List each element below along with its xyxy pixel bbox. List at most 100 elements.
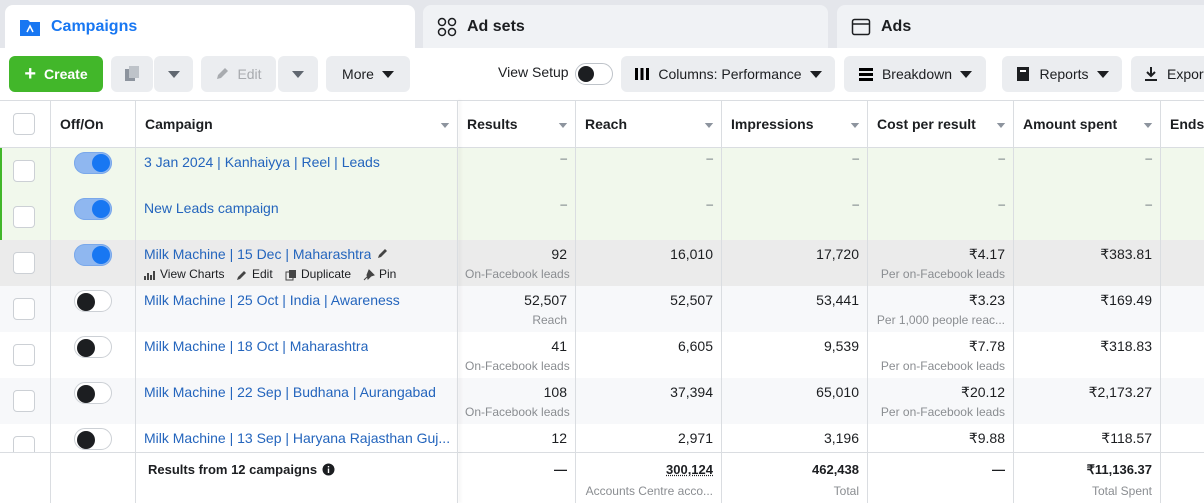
metric-value: – xyxy=(852,197,859,211)
column-header[interactable]: Amount spent xyxy=(1023,116,1118,132)
caret xyxy=(292,70,304,78)
campaign-name[interactable]: Milk Machine | 15 Dec | Maharashtra xyxy=(144,246,372,262)
reports-button[interactable]: Reports xyxy=(1002,56,1122,92)
caret xyxy=(960,70,973,78)
sort-caret xyxy=(996,123,1006,128)
column-header[interactable]: Off/On xyxy=(60,116,104,132)
button-label: More xyxy=(342,66,374,82)
column-header[interactable]: Impressions xyxy=(731,116,814,132)
row-action[interactable]: View Charts xyxy=(160,267,225,281)
duplicate-menu[interactable] xyxy=(154,56,193,92)
caret xyxy=(1096,70,1109,78)
total-sub: Accounts Centre acco... xyxy=(585,484,713,498)
row-checkbox[interactable] xyxy=(13,160,35,182)
column-divider xyxy=(575,100,576,503)
metric-value: 52,507 xyxy=(670,292,713,308)
row-checkbox[interactable] xyxy=(13,344,35,366)
metric-value: 92 xyxy=(551,246,567,262)
status-toggle[interactable] xyxy=(74,290,112,312)
metric-value: 12 xyxy=(551,430,567,446)
column-divider xyxy=(1160,100,1161,503)
metric-value: 108 xyxy=(543,384,567,400)
tab[interactable]: Ads xyxy=(837,5,1204,48)
campaign-name[interactable]: Milk Machine | 13 Sep | Haryana Rajastha… xyxy=(144,430,449,446)
sort-caret xyxy=(704,123,714,128)
table-row xyxy=(0,332,1204,378)
metric-value: 41 xyxy=(551,338,567,354)
action-icon xyxy=(236,268,248,284)
edit-menu[interactable] xyxy=(278,56,318,92)
button-label: Reports xyxy=(1039,66,1089,82)
status-toggle[interactable] xyxy=(74,382,112,404)
select-all-checkbox[interactable] xyxy=(13,113,35,135)
column-divider xyxy=(457,100,458,503)
more-button[interactable]: More xyxy=(326,56,410,92)
button-label: Columns: Performance xyxy=(658,66,802,82)
column-header[interactable]: Ends xyxy=(1170,116,1204,132)
columns-button[interactable]: Columns: Performance xyxy=(621,56,835,92)
row-checkbox[interactable] xyxy=(13,206,35,228)
status-toggle[interactable] xyxy=(74,336,112,358)
row-checkbox[interactable] xyxy=(13,298,35,320)
info-icon xyxy=(322,463,335,479)
view-setup-toggle[interactable] xyxy=(575,63,613,85)
toggle-knob xyxy=(77,431,95,449)
campaign-name[interactable]: Milk Machine | 25 Oct | India | Awarenes… xyxy=(144,292,400,308)
metric-value: ₹169.49 xyxy=(1100,292,1152,308)
campaign-table: Off/On Campaign Results Reach Impressions Cos… xyxy=(0,100,1204,503)
row-action[interactable]: Edit xyxy=(252,267,273,281)
toggle-knob xyxy=(77,339,95,357)
footer-label: Results from 12 campaigns xyxy=(148,462,318,477)
metric-sub: Per on-Facebook leads xyxy=(880,359,1005,373)
edit-button[interactable]: Edit xyxy=(201,56,276,92)
metric-value: ₹9.88 xyxy=(968,430,1005,446)
action-icon xyxy=(285,268,297,284)
row-checkbox[interactable] xyxy=(13,390,35,412)
metric-value: ₹20.12 xyxy=(961,384,1005,400)
table-row xyxy=(0,286,1204,332)
caret xyxy=(381,70,394,78)
export-button[interactable]: Export xyxy=(1131,56,1204,92)
campaign-name[interactable]: Milk Machine | 18 Oct | Maharashtra xyxy=(144,338,369,354)
column-divider xyxy=(50,100,51,503)
metric-sub: On-Facebook leads xyxy=(465,267,570,281)
status-toggle[interactable] xyxy=(74,428,112,450)
metric-value: – xyxy=(1145,197,1152,211)
campaign-name[interactable]: 3 Jan 2024 | Kanhaiyya | Reel | Leads xyxy=(144,154,380,170)
column-header[interactable]: Campaign xyxy=(145,116,213,132)
export-icon xyxy=(1145,67,1157,81)
column-header[interactable]: Cost per result xyxy=(877,116,976,132)
row-action[interactable]: Duplicate xyxy=(301,267,352,281)
caret xyxy=(809,70,822,78)
create-button[interactable]: + Create xyxy=(9,56,103,92)
tab[interactable]: Campaigns xyxy=(5,5,415,48)
edit-name-icon xyxy=(377,246,389,262)
metric-value: 16,010 xyxy=(670,246,713,262)
metric-value: 2,971 xyxy=(677,430,713,446)
row-action[interactable]: Pin xyxy=(379,267,397,281)
toggle-knob xyxy=(92,200,110,218)
row-checkbox[interactable] xyxy=(13,252,35,274)
column-divider xyxy=(1013,100,1014,503)
campaign-name[interactable]: New Leads campaign xyxy=(144,200,279,216)
header-row xyxy=(0,100,1204,148)
sort-caret xyxy=(440,123,450,128)
status-toggle[interactable] xyxy=(74,244,112,266)
column-divider xyxy=(135,100,136,503)
duplicate-button[interactable] xyxy=(111,56,153,92)
reports-icon xyxy=(1017,67,1030,81)
status-toggle[interactable] xyxy=(74,198,112,220)
campaign-name[interactable]: Milk Machine | 22 Sep | Budhana | Aurang… xyxy=(144,384,436,400)
tab-label: Campaigns xyxy=(51,17,138,35)
metric-value: 37,394 xyxy=(670,384,713,400)
copy-icon xyxy=(125,66,139,81)
metric-value: 17,720 xyxy=(816,246,859,262)
button-label: Export xyxy=(1167,66,1204,82)
tab[interactable]: Ad sets xyxy=(423,5,828,48)
column-divider xyxy=(721,100,722,503)
column-header[interactable]: Reach xyxy=(585,116,628,132)
breakdown-button[interactable]: Breakdown xyxy=(844,56,986,92)
status-toggle[interactable] xyxy=(74,152,112,174)
column-header[interactable]: Results xyxy=(467,116,518,132)
